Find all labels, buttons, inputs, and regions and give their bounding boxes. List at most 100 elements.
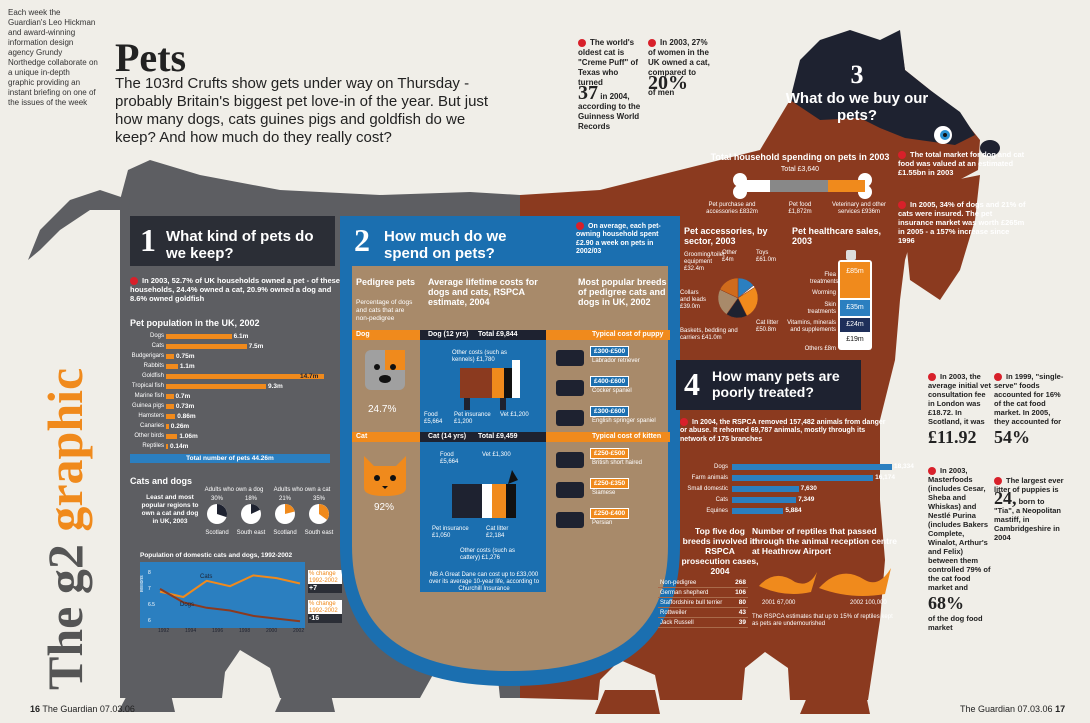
section1-fact: In 2003, 52.7% of UK households owned a … (130, 276, 340, 304)
pros-row: Rottweiler 43 (658, 608, 748, 618)
dog-vet: Vet £1,200 (500, 412, 529, 418)
line-xtick: 1994 (185, 628, 196, 634)
col1-title: Pedigree pets (356, 277, 416, 287)
spend-item-1: Pet food £1,872m (788, 202, 812, 215)
rehome-label: Small domestic (687, 486, 728, 492)
rehome-value: 5,884 (785, 507, 802, 514)
health-label-1: Worming (812, 290, 836, 296)
pros-row: Jack Russell 39 (658, 618, 748, 628)
health-bar-3: £24m (840, 318, 870, 332)
pop-row: Budgerigars 0.75m (130, 352, 330, 361)
pop-value: 6.1m (233, 333, 249, 340)
cat-vet: Vet £1,300 (482, 452, 511, 458)
pop-label: Reptiles (142, 443, 164, 449)
pop-label: Hamsters (138, 413, 164, 419)
breed-row: £300-£600 English springer spaniel (556, 406, 672, 434)
bullet-icon (680, 418, 688, 426)
nb-note: NB A Great Dane can cost up to £33,000 o… (428, 572, 540, 592)
section4-number: 4 (684, 366, 700, 402)
acc-label-1: Other £4m (722, 250, 738, 263)
animal-icon (556, 452, 584, 468)
bullet-icon (576, 222, 584, 230)
bullet-icon (928, 467, 936, 476)
rehome-value: 7,349 (798, 496, 815, 503)
dog-pct: 24.7% (368, 404, 397, 415)
breed-row: £300-£500 Labrador retriever (556, 346, 672, 374)
lizard-icon (759, 568, 891, 596)
pop-title: Pet population in the UK, 2002 (130, 318, 260, 328)
breed-name: Persian (592, 520, 613, 526)
spend-total: Total £3,640 (780, 166, 820, 173)
section3-number: 3 (850, 60, 864, 89)
region-pies: 30% Scotland 18% South east 21% Scotland 35% So… (200, 496, 340, 546)
pop-label: Canaries (139, 423, 164, 429)
pop-bar (166, 444, 168, 449)
pop-row: Other birds 1.06m (130, 432, 330, 441)
bullet-icon (898, 201, 906, 210)
line-ylabel: Millions (140, 575, 145, 592)
pc-label-dogs: % change 1992-2002 (308, 600, 342, 616)
dog-body-icon (460, 360, 520, 410)
rehome-bar (732, 475, 874, 481)
rehome-label: Farm animals (691, 475, 728, 481)
line-title: Population of domestic cats and dogs, 19… (140, 552, 293, 559)
pie-pct: 35% (312, 496, 325, 502)
pie-icon (207, 504, 227, 524)
pop-bar (166, 424, 169, 429)
pop-value: 1.06m (179, 433, 198, 440)
rehome-value: 18,334 (894, 463, 914, 470)
pop-bar (166, 434, 178, 439)
pop-label: Tropical fish (131, 383, 164, 389)
cat-pct: 92% (374, 502, 395, 513)
rep-title: Number of reptiles that passed through t… (752, 526, 897, 556)
pop-value: 7.5m (248, 343, 264, 350)
pop-label: Goldfish (141, 373, 164, 379)
spend-title: Total household spending on pets in 2003 (710, 152, 890, 162)
line-series (159, 588, 301, 623)
cat-cost-head-bar (420, 432, 546, 442)
dog-total: Total £9,844 (478, 331, 518, 338)
dog-face-icon (365, 350, 405, 390)
breed-name: Cocker spaniel (592, 388, 632, 394)
pop-value: 14.7m (300, 373, 319, 380)
vertical-brand: The g2 graphic (36, 350, 96, 690)
health-bar-0: £85m (840, 262, 870, 298)
breed-row: £250-£500 British short haired (556, 448, 672, 476)
fact-masterfoods: In 2003, Masterfoods (includes Cesar, Sh… (928, 466, 991, 633)
rehome-label: Dogs (713, 464, 728, 470)
acc-chart: Grooming/toilet equipment £32.4m Other £… (680, 250, 800, 350)
animal-icon (556, 350, 584, 366)
health-label-3: Vitamins, minerals and supplements (787, 320, 836, 333)
pop-value: 0.86m (177, 413, 196, 420)
pop-value: 1.1m (179, 363, 195, 370)
pop-row: Tropical fish 9.3m (130, 382, 330, 391)
pop-bar (166, 404, 174, 409)
line-chart: 1992 1994 1996 1998 2000 2002 8 7 6.5 6 Millions Ca… (140, 570, 304, 634)
section2-number: 2 (354, 222, 370, 258)
animal-icon (556, 410, 584, 426)
pros-count: 106 (735, 589, 746, 596)
pop-label: Marine fish (134, 393, 164, 399)
bullet-icon (130, 277, 138, 286)
cat-label: Cat (356, 433, 368, 440)
pie-icon (241, 504, 261, 524)
pros-row: Non-pedigree 268 (658, 578, 748, 588)
brand-part-2: graphic (37, 367, 93, 532)
pros-title: Top five dog breeds involved in RSPCA pr… (681, 526, 759, 576)
rehome-value: 7,630 (800, 485, 817, 492)
section2-header: 2 How much do we spend on pets? (346, 216, 566, 266)
health-label-4: Others £8m (804, 346, 836, 352)
breed-price: £300-£600 (590, 406, 630, 417)
fact-litter: The largest ever litter of puppies is 24… (994, 476, 1064, 543)
pie-icon (275, 504, 295, 524)
pop-row: Guinea pigs 0.73m (130, 402, 330, 411)
dogs-change: -16 (308, 614, 342, 623)
pop-row: Goldfish 14.7m (130, 372, 330, 381)
pros-breed: German shepherd (660, 590, 709, 596)
cat-food: Food £5,664 (440, 452, 459, 465)
section4-header: 4 How many pets are poorly treated? (676, 360, 861, 410)
rehome-label: Equines (706, 508, 728, 514)
rehome-bar (732, 508, 784, 514)
pop-row: Canaries 0.26m (130, 422, 330, 431)
health-label-2: Skin treatments (807, 302, 836, 315)
